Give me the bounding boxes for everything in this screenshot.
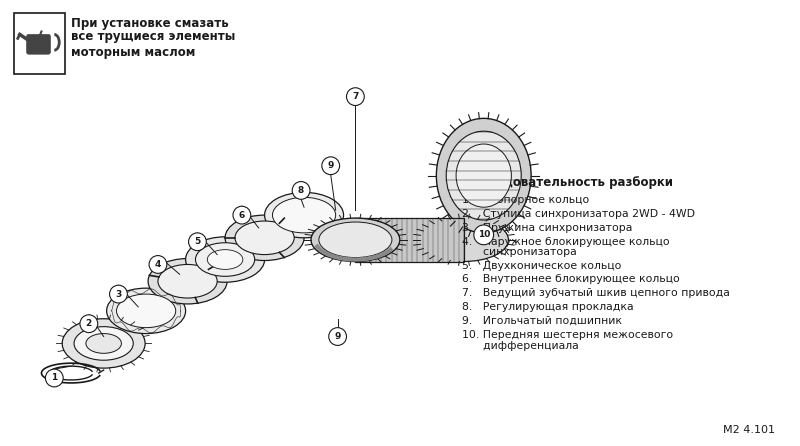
Text: 5: 5	[194, 237, 201, 246]
Circle shape	[46, 369, 63, 387]
Text: 9: 9	[327, 161, 334, 170]
Circle shape	[346, 88, 364, 106]
Circle shape	[233, 206, 250, 224]
FancyBboxPatch shape	[26, 34, 50, 54]
Text: 10: 10	[478, 230, 490, 240]
Ellipse shape	[195, 243, 254, 277]
Ellipse shape	[446, 131, 522, 220]
Circle shape	[110, 285, 127, 303]
Text: синхронизатора: синхронизатора	[462, 247, 577, 257]
Circle shape	[329, 328, 346, 345]
Polygon shape	[355, 218, 464, 261]
Text: 9.   Игольчатый подшипник: 9. Игольчатый подшипник	[462, 316, 622, 326]
Circle shape	[189, 233, 206, 251]
Text: 3: 3	[115, 289, 122, 298]
Circle shape	[322, 157, 339, 175]
Ellipse shape	[419, 218, 509, 261]
Ellipse shape	[207, 250, 243, 269]
Text: 7: 7	[352, 92, 358, 101]
Text: 8.   Регулирующая прокладка: 8. Регулирующая прокладка	[462, 302, 634, 312]
Ellipse shape	[86, 334, 122, 353]
Text: 6: 6	[238, 211, 245, 219]
Circle shape	[292, 182, 310, 199]
Text: 1.   Стопорное кольцо: 1. Стопорное кольцо	[462, 195, 590, 205]
Text: 5.   Двухконическое кольцо: 5. Двухконическое кольцо	[462, 260, 622, 271]
Text: 4.   Наружное блокирующее кольцо: 4. Наружное блокирующее кольцо	[462, 237, 670, 247]
Text: все трущиеся элементы: все трущиеся элементы	[71, 30, 235, 44]
Text: 8: 8	[298, 186, 304, 195]
Text: 4: 4	[154, 260, 161, 269]
Text: 9: 9	[334, 332, 341, 341]
Ellipse shape	[436, 118, 531, 233]
Ellipse shape	[117, 294, 176, 328]
Text: M2 4.101: M2 4.101	[723, 425, 775, 435]
Ellipse shape	[319, 222, 392, 257]
Ellipse shape	[265, 192, 343, 238]
Ellipse shape	[235, 221, 294, 255]
Circle shape	[80, 315, 98, 333]
Ellipse shape	[273, 197, 336, 233]
Ellipse shape	[106, 288, 186, 334]
Ellipse shape	[456, 144, 511, 207]
Text: 2.   Ступица синхронизатора 2WD - 4WD: 2. Ступица синхронизатора 2WD - 4WD	[462, 209, 695, 219]
Text: При установке смазать: При установке смазать	[71, 17, 229, 30]
Ellipse shape	[311, 218, 400, 261]
Text: дифференциала: дифференциала	[462, 342, 578, 351]
Text: 6.   Внутреннее блокирующее кольцо: 6. Внутреннее блокирующее кольцо	[462, 274, 680, 285]
Text: Последовательность разборки: Последовательность разборки	[462, 176, 673, 189]
Ellipse shape	[74, 326, 134, 360]
Text: 2: 2	[86, 319, 92, 328]
Text: 10. Передняя шестерня межосевого: 10. Передняя шестерня межосевого	[462, 330, 673, 339]
Ellipse shape	[148, 259, 227, 304]
Bar	[14, 13, 65, 74]
Text: 7.   Ведущий зубчатый шкив цепного привода: 7. Ведущий зубчатый шкив цепного привода	[462, 288, 730, 298]
Circle shape	[149, 256, 167, 273]
Text: моторным маслом: моторным маслом	[71, 46, 195, 59]
Ellipse shape	[158, 264, 217, 298]
Circle shape	[474, 225, 494, 245]
Text: 1: 1	[51, 373, 58, 383]
Text: 3.   Пружина синхронизатора: 3. Пружина синхронизатора	[462, 223, 632, 233]
Ellipse shape	[62, 319, 145, 368]
Ellipse shape	[225, 215, 304, 260]
Ellipse shape	[186, 237, 265, 282]
